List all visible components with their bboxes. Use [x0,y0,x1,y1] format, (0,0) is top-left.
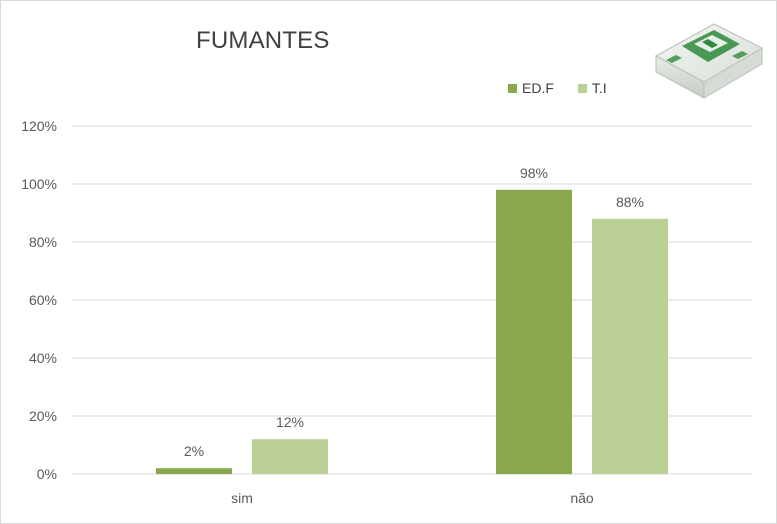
bar [592,218,668,474]
bar [156,468,232,474]
bar [252,439,328,474]
legend: ED.F T.I [508,80,607,96]
legend-swatch-edf [508,83,517,93]
y-tick-label: 80% [29,234,57,250]
legend-swatch-ti [577,83,587,93]
legend-item-ti: T.I [577,80,607,96]
legend-label-ti: T.I [591,80,607,96]
legend-label-edf: ED.F [522,80,554,96]
legend-item-edf: ED.F [508,80,554,96]
y-tick-label: 0% [37,466,57,482]
x-tick-label: sim [231,490,253,506]
chart-title: FUMANTES [196,27,330,54]
y-tick-label: 40% [29,350,57,366]
data-label: 98% [520,165,548,181]
x-tick-label: não [570,490,594,506]
y-tick-label: 20% [29,408,57,424]
cigarette-pack-icon [654,23,764,99]
y-tick-label: 60% [29,292,57,308]
bar [496,189,572,475]
data-label: 88% [616,194,644,210]
data-label: 12% [276,414,304,430]
y-tick-label: 100% [21,176,57,192]
data-label: 2% [184,443,204,459]
y-tick-label: 120% [21,118,57,134]
